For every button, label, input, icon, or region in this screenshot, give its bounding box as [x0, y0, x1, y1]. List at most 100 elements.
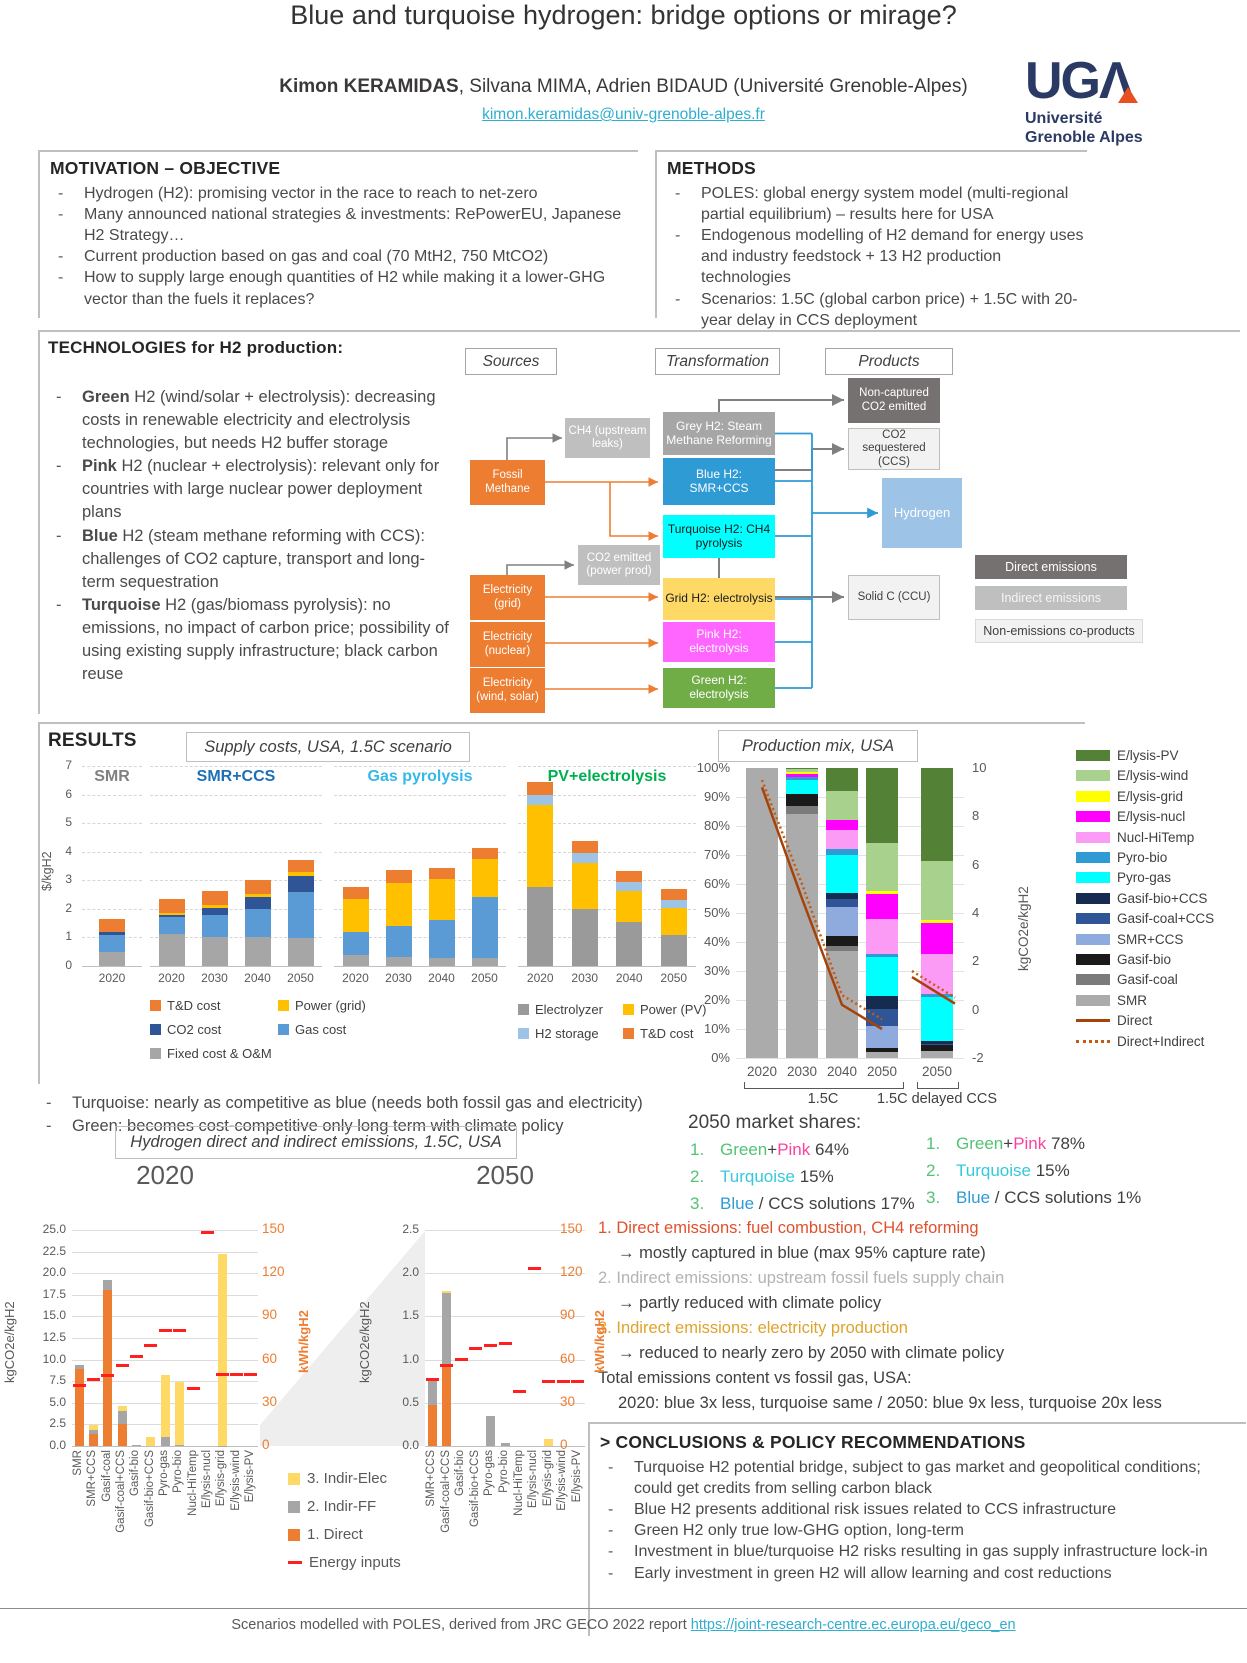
bar-segment — [826, 907, 858, 937]
legend-item: 2. Indir-FF — [288, 1498, 376, 1515]
legend-swatch — [1076, 994, 1110, 1006]
bar-segment — [201, 891, 228, 906]
bar-segment — [826, 791, 858, 821]
gridline — [82, 851, 142, 853]
bar-segment — [571, 908, 598, 966]
item-text: Blue / CCS solutions 17% — [720, 1194, 915, 1213]
right-tick-label: 30 — [560, 1393, 576, 1409]
chart-panel: SMR+CCS 2020 2030 2040 2050 — [150, 766, 322, 985]
legend-swatch — [1076, 933, 1110, 945]
bar-segment — [201, 905, 228, 909]
diagram-product-box: Solid C (CCU) — [848, 575, 940, 620]
bar-segment — [921, 860, 953, 921]
x-category-label: Gasif-bio — [454, 1450, 467, 1497]
bar-segment — [158, 915, 185, 917]
market-share-item: 1. Green+Pink 78% — [926, 1134, 1176, 1154]
bullet-dash: - — [46, 1117, 52, 1136]
legend-label: E/lysis-wind — [1117, 768, 1189, 784]
y-tick-label: 40% — [703, 934, 730, 949]
bar-segment — [471, 858, 498, 898]
x-category-label: E/lysis-wind — [556, 1450, 569, 1511]
bullet-text: Blue H2 (steam methane reforming with CC… — [82, 526, 426, 591]
y-tick-label: 2.0 — [402, 1265, 419, 1280]
bar-segment — [866, 918, 898, 954]
bar-segment — [471, 848, 498, 859]
right-tick-label: 30 — [262, 1393, 278, 1409]
footer: Scenarios modelled with POLES, derived f… — [0, 1608, 1247, 1633]
bullet-text: Investment in blue/turquoise H2 risks re… — [634, 1543, 1208, 1561]
legend-item: Power (PV) — [623, 1002, 706, 1017]
note-line: 2. Indirect emissions: upstream fossil f… — [598, 1269, 1005, 1287]
bar-segment — [287, 859, 314, 872]
gridline — [518, 880, 696, 882]
bar-segment — [174, 1382, 184, 1446]
bullet-dash: - — [56, 457, 62, 476]
gridline — [72, 1230, 258, 1231]
legend-line-swatch — [1076, 1019, 1110, 1023]
chart-panel: Gas pyrolysis 2020 2030 2040 2050 — [334, 766, 506, 985]
legend-label: Energy inputs — [309, 1554, 401, 1571]
diagram-header-transformation: Transformation — [655, 348, 780, 375]
bar-segment — [866, 1026, 898, 1048]
legend-item: E/lysis-wind — [1076, 768, 1188, 783]
bar-segment — [571, 862, 598, 909]
note-line: 1. Direct emissions: fuel combustion, CH… — [598, 1219, 979, 1237]
bar-segment — [500, 1443, 510, 1446]
gridline — [334, 823, 506, 825]
group-label: 1.5C delayed CCS — [876, 1091, 998, 1107]
gridline — [72, 1359, 258, 1361]
footer-link[interactable]: https://joint-research-centre.ec.europa.… — [690, 1617, 1016, 1633]
bar-segment — [99, 934, 125, 952]
legend-item: T&D cost — [150, 998, 220, 1013]
bar-segment — [442, 1290, 452, 1294]
y-tick-label: 0% — [711, 1050, 730, 1065]
legend-label: Fixed cost & O&M — [167, 1046, 272, 1061]
legend-label: Direct+Indirect — [1117, 1033, 1205, 1049]
methods-heading: METHODS — [667, 158, 756, 178]
y-tick-label: 100% — [696, 760, 730, 775]
bar-segment — [342, 931, 369, 956]
bullet-text: Green H2 (wind/solar + electrolysis): de… — [82, 388, 436, 453]
x-tick-label: 2030 — [786, 1064, 818, 1079]
legend-swatch — [1076, 811, 1110, 823]
technologies-heading: TECHNOLOGIES for H2 production: — [48, 338, 344, 357]
legend-label: E/lysis-nucl — [1117, 809, 1186, 825]
energy-input-dash — [187, 1386, 201, 1390]
bar-segment — [786, 776, 818, 780]
note-line: Total emissions content vs fossil gas, U… — [598, 1369, 912, 1387]
list-item: - Blue H2 (steam methane reforming with C… — [48, 525, 458, 594]
bullet-dash: - — [58, 206, 64, 224]
bar-segment — [527, 781, 554, 796]
x-category-label: E/lysis-grid — [541, 1450, 554, 1507]
legend-item: SMR+CCS — [1076, 932, 1183, 947]
legend-label: E/lysis-grid — [1117, 788, 1184, 804]
item-text: Green+Pink 64% — [720, 1140, 850, 1159]
x-category-label: Pyro-gas — [483, 1450, 496, 1497]
gridline — [72, 1338, 258, 1339]
gridline — [518, 823, 696, 825]
bar-segment — [117, 1411, 127, 1424]
legend-label: E/lysis-PV — [1117, 748, 1179, 763]
legend-label: Direct — [1117, 1013, 1153, 1029]
bar-segment — [786, 805, 818, 815]
right-tick-label: 90 — [560, 1307, 576, 1323]
bar-segment — [866, 768, 898, 844]
x-tick-label: 2020 — [526, 971, 554, 985]
email-link[interactable]: kimon.keramidas@univ-grenoble-alpes.fr — [482, 106, 765, 123]
methods-bullets: - POLES: global energy system model (mult… — [667, 183, 1087, 331]
production-chart-title: Production mix, USA — [718, 730, 918, 762]
market-share-item: 3. Blue / CCS solutions 1% — [926, 1188, 1176, 1208]
item-number: 3. — [926, 1188, 941, 1207]
right-tick-label: 120 — [262, 1264, 285, 1280]
bar-segment — [117, 1406, 127, 1412]
x-category-label: E/lysis-grid — [215, 1450, 228, 1507]
note-line: → reduced to nearly zero by 2050 with cl… — [618, 1344, 1005, 1362]
legend-swatch — [518, 1004, 529, 1015]
bar-segment — [616, 870, 643, 882]
diagram-transformation-box: Turquoise H2: CH4 pyrolysis — [663, 515, 775, 558]
legend-label: Power (PV) — [640, 1002, 707, 1017]
bar-segment — [117, 1423, 127, 1446]
energy-input-dash — [483, 1343, 497, 1347]
bar-segment — [616, 891, 643, 922]
legend-swatch — [278, 1024, 289, 1035]
